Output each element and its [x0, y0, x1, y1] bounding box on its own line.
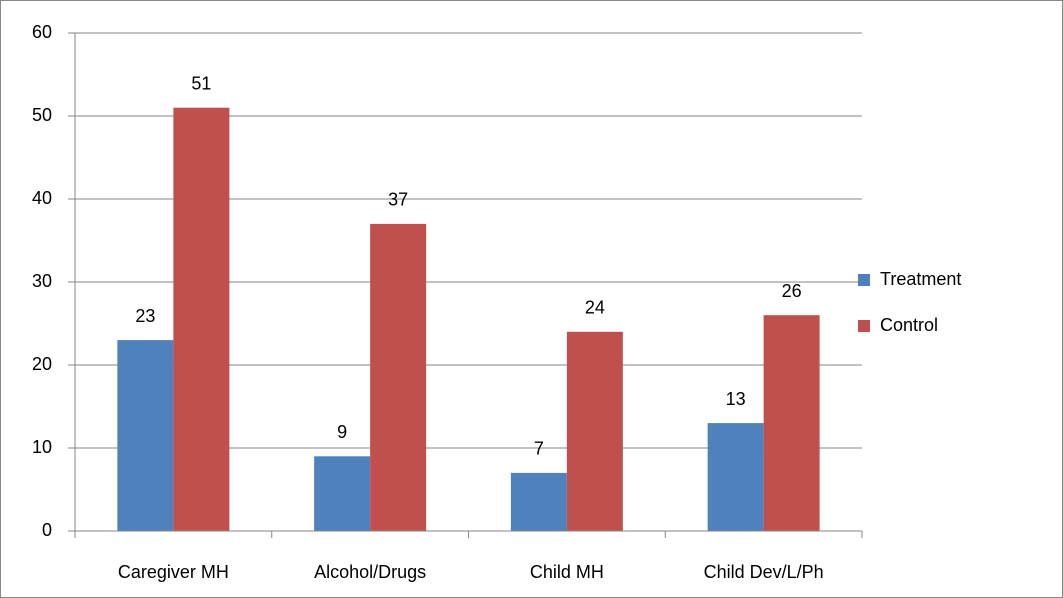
y-tick-label: 30	[32, 271, 52, 291]
data-label: 37	[388, 190, 408, 210]
legend-swatch	[858, 274, 870, 286]
data-label: 24	[585, 298, 605, 318]
bar	[763, 315, 820, 531]
y-tick-label: 20	[32, 354, 52, 374]
legend-label: Treatment	[880, 269, 961, 289]
x-tick-label: Child Dev/L/Ph	[704, 562, 824, 582]
legend-swatch	[858, 320, 870, 332]
data-label: 23	[135, 306, 155, 326]
y-tick-label: 0	[42, 520, 52, 540]
y-tick-label: 40	[32, 188, 52, 208]
y-tick-label: 10	[32, 437, 52, 457]
x-tick-label: Alcohol/Drugs	[314, 562, 426, 582]
y-tick-label: 50	[32, 105, 52, 125]
data-label: 7	[534, 439, 544, 459]
x-tick-label: Child MH	[530, 562, 604, 582]
data-label: 9	[337, 422, 347, 442]
bar	[117, 340, 174, 531]
legend-label: Control	[880, 315, 938, 335]
bar	[707, 423, 764, 531]
bar	[314, 456, 371, 531]
y-tick-label: 60	[32, 22, 52, 42]
data-label: 51	[191, 73, 211, 93]
x-tick-label: Caregiver MH	[118, 562, 229, 582]
bar	[566, 331, 623, 531]
bar	[510, 472, 567, 531]
data-label: 13	[726, 389, 746, 409]
bar	[370, 223, 427, 531]
data-label: 26	[782, 281, 802, 301]
bar	[173, 107, 230, 531]
